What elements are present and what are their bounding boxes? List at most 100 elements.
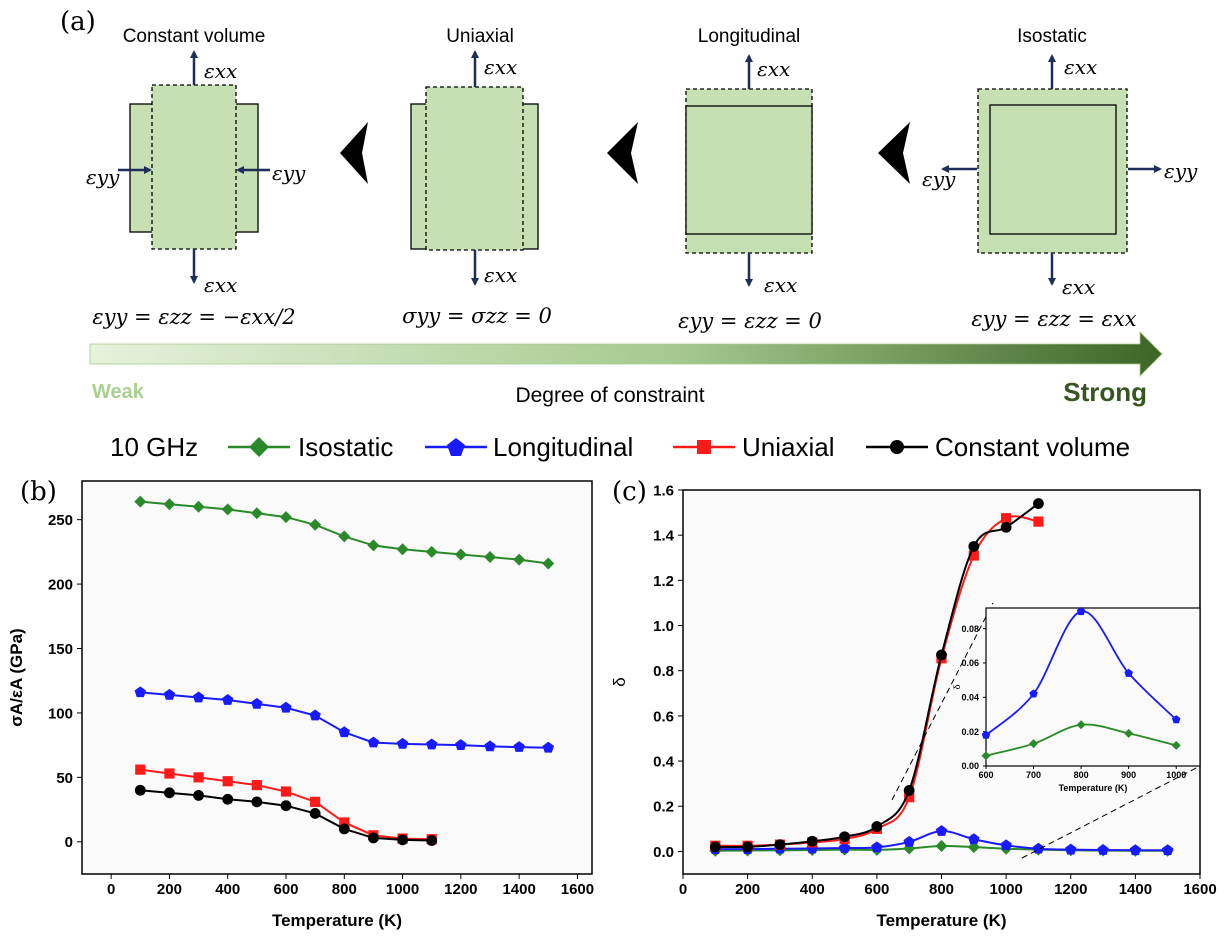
chart-b-x-axis-label: Temperature (K) (272, 911, 402, 930)
chart-b-point-constant-volume (134, 784, 146, 796)
inset-x-tick-label: 700 (1026, 770, 1041, 780)
chart-c-x-tick-label: 1200 (1054, 881, 1087, 898)
chart-b-point-isostatic (425, 545, 438, 558)
chart-c-x-axis-label: Temperature (K) (876, 911, 1006, 930)
chart-b-point-isostatic (309, 518, 322, 531)
inset-point-isostatic (1029, 739, 1039, 749)
chart-b: 0 200 400 600 800 1000 1200 1400 1600 0 50 100 150 20… (7, 480, 594, 930)
chart-b-point-longitudinal (367, 736, 380, 748)
chart-c-y-tick-label: 1.4 (653, 528, 675, 545)
chart-c-y-tick-label: 0.2 (653, 799, 674, 816)
chart-c-y-axis-label: δ (610, 677, 629, 686)
chart-c-point-constant-volume (936, 649, 947, 661)
inset-y-tick-label: 0.04 (961, 693, 979, 703)
chart-c-y-tick-label: 0.4 (653, 753, 675, 770)
chart-b-point-isostatic (250, 507, 263, 520)
chart-b-point-constant-volume (222, 793, 234, 805)
chart-b-point-constant-volume (164, 787, 175, 799)
chart-b-x-tick-label: 1400 (502, 881, 535, 898)
chart-c-point-constant-volume (871, 821, 883, 832)
inset-y-tick-label: 0.08 (961, 624, 979, 634)
chart-c-point-longitudinal (1161, 844, 1174, 856)
inset-point-isostatic (1124, 728, 1134, 738)
inset-y-axis-label: δ (952, 684, 962, 689)
chevron-left-icon (607, 122, 638, 184)
chart-c-y-tick-label: 0.6 (653, 708, 674, 725)
strain-label-xx-top-4: εxx (1064, 55, 1097, 79)
strain-label-xx-top-3: εxx (757, 57, 790, 81)
chart-c-x-tick-label: 800 (929, 881, 954, 898)
chart-c-point-longitudinal (1097, 844, 1109, 855)
chart-c-y-tick-label: 1.6 (653, 482, 674, 499)
chart-b-point-uniaxial (251, 779, 262, 791)
inset-connector-lines (891, 602, 1201, 859)
strain-label-xx-top-1: εxx (204, 59, 237, 83)
chart-b-point-isostatic (338, 530, 351, 543)
legend-label-longitudinal: Longitudinal (493, 432, 633, 462)
chart-b-x-tick-label: 400 (215, 881, 240, 898)
chart-b-point-isostatic (163, 498, 176, 511)
inset-x-tick-label: 800 (1074, 770, 1089, 780)
strain-label-xx-bottom-1: εxx (204, 273, 237, 297)
chevron-left-icon (878, 122, 910, 184)
chart-c-x-tick-label: 1000 (989, 881, 1022, 898)
chart-c-point-constant-volume (709, 841, 721, 853)
chart-b-point-constant-volume (338, 823, 350, 835)
chart-c-point-constant-volume (968, 541, 980, 552)
chart-b-y-axis-label: σA/εA (GPa) (7, 628, 26, 726)
legend-label-constant-volume: Constant volume (935, 432, 1130, 462)
chart-c-point-uniaxial (1001, 513, 1012, 524)
chart-c-point-longitudinal (838, 842, 851, 853)
chart-b-point-longitudinal (396, 737, 409, 749)
chart-b-point-isostatic (484, 551, 496, 564)
chart-b-point-uniaxial (339, 817, 350, 828)
chart-c-y-tick-label: 1.0 (653, 618, 674, 635)
state-title-isostatic: Isostatic (1017, 26, 1087, 47)
state-title-longitudinal: Longitudinal (698, 26, 800, 47)
legend-isostatic: Isostatic (228, 432, 393, 462)
chart-c-point-uniaxial (968, 550, 979, 561)
strain-label-xx-top-2: εxx (484, 55, 517, 79)
chart-c-point-constant-volume (1000, 521, 1012, 533)
chart-b-point-isostatic (367, 539, 380, 552)
inset-x-tick-label: 1000 (1166, 770, 1186, 780)
chart-b-y-tick-label: 50 (56, 770, 73, 787)
chart-c-x-tick-label: 200 (735, 881, 760, 898)
chart-b-x-tick-label: 0 (107, 881, 115, 898)
chart-c-point-constant-volume (742, 841, 754, 853)
equation-isostatic: εyy = εzz = εxx (971, 307, 1136, 331)
chart-b-x-tick-label: 800 (332, 881, 357, 898)
chart-b-point-isostatic (221, 503, 234, 516)
legend-frequency: 10 GHz (110, 432, 198, 462)
chart-b-point-isostatic (134, 495, 147, 508)
diagram-isostatic (941, 54, 1162, 286)
chart-b-point-uniaxial (164, 768, 175, 779)
strain-label-yy-left-4: εyy (922, 167, 956, 191)
chart-b-x-tick-label: 1600 (561, 881, 594, 898)
equation-longitudinal: εyy = εzz = 0 (678, 309, 822, 333)
chart-b-point-longitudinal (134, 686, 146, 698)
chart-b-point-longitudinal (426, 738, 438, 750)
inset-plot-frame (985, 607, 1201, 767)
chart-b-y-tick-label: 150 (48, 641, 73, 658)
legend-longitudinal: Longitudinal (425, 432, 633, 462)
chart-b-point-longitudinal (222, 694, 234, 705)
chart-b-plot-frame (81, 480, 593, 875)
weak-label: Weak (92, 381, 145, 403)
chart-b-point-longitudinal (513, 741, 525, 752)
chart-b-point-longitudinal (163, 688, 176, 700)
chart-b-point-uniaxial (280, 786, 292, 797)
chart-b-point-longitudinal (455, 739, 467, 751)
chart-b-x-tick-label: 600 (273, 881, 298, 898)
inset-y-tick-label: 0.02 (961, 727, 979, 737)
inset-point-isostatic (981, 751, 991, 761)
chart-b-y-tick-label: 0 (65, 834, 73, 851)
chart-c-point-uniaxial (904, 792, 915, 803)
chart-c-point-constant-volume (774, 839, 786, 851)
chart-c-point-longitudinal (935, 825, 948, 836)
chart-b-y-tick-label: 250 (48, 512, 73, 529)
chart-b-point-isostatic (396, 543, 409, 556)
chart-b-point-constant-volume (368, 832, 379, 844)
chart-c-point-constant-volume (806, 835, 818, 847)
equation-constant-volume: εyy = εzz = −εxx/2 (92, 305, 295, 329)
